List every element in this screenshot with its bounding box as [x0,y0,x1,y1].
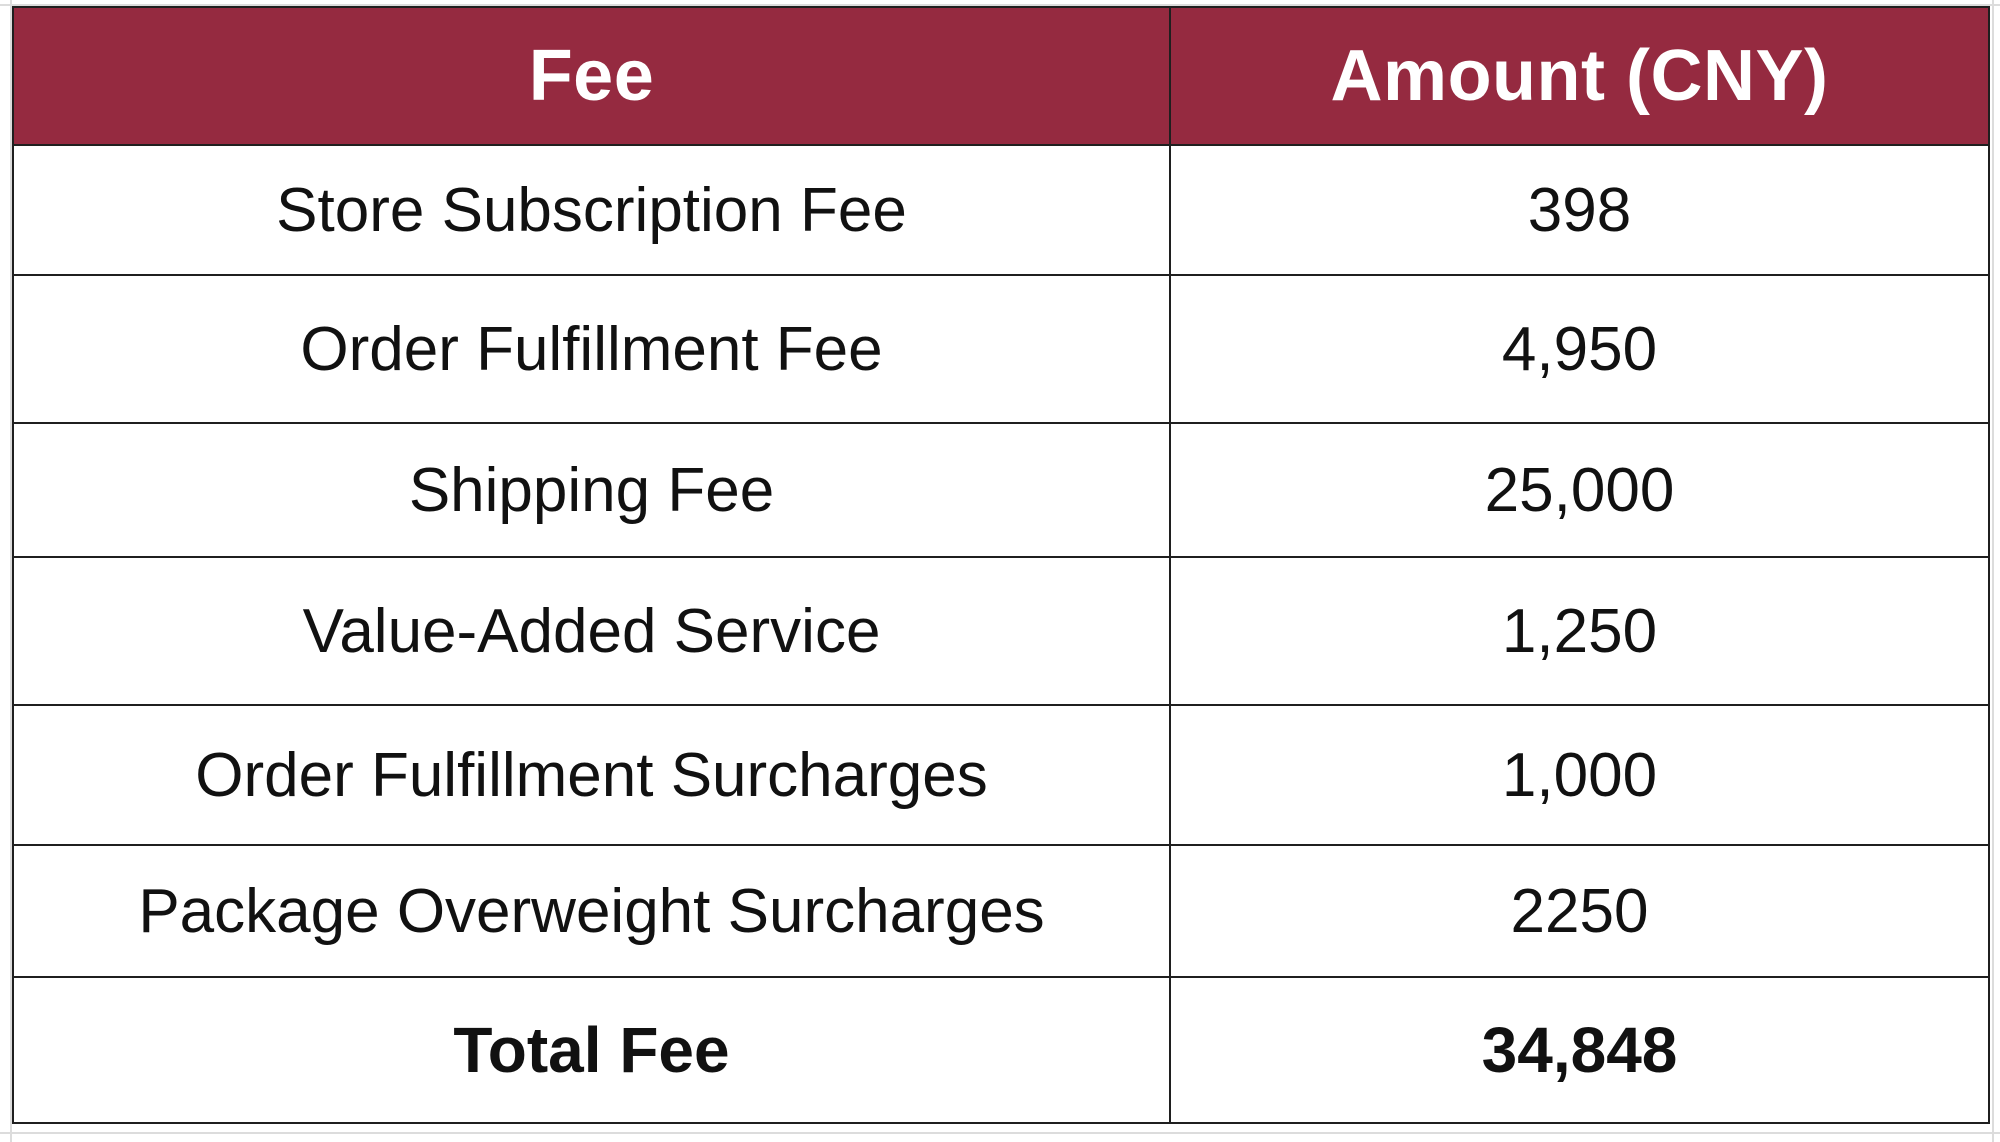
amount-cell[interactable]: 25,000 [1169,422,1990,558]
amount-cell[interactable]: 2250 [1169,844,1990,978]
fee-cell[interactable]: Order Fulfillment Fee [12,274,1171,424]
gridline [10,0,12,1142]
header-cell-fee[interactable]: Fee [12,6,1171,146]
amount-cell[interactable]: 1,250 [1169,556,1990,706]
amount-cell[interactable]: 4,950 [1169,274,1990,424]
table-row: Shipping Fee 25,000 [12,422,1990,558]
amount-cell[interactable]: 398 [1169,144,1990,276]
table-row: Order Fulfillment Fee 4,950 [12,274,1990,424]
total-label-cell[interactable]: Total Fee [12,976,1171,1124]
total-amount-cell[interactable]: 34,848 [1169,976,1990,1124]
gridline [1992,0,1994,1142]
fee-cell[interactable]: Value-Added Service [12,556,1171,706]
header-cell-amount[interactable]: Amount (CNY) [1169,6,1990,146]
total-row: Total Fee 34,848 [12,976,1990,1124]
fee-cell[interactable]: Order Fulfillment Surcharges [12,704,1171,846]
header-row: Fee Amount (CNY) [12,6,1990,146]
fee-cell[interactable]: Shipping Fee [12,422,1171,558]
gridline [0,1132,2000,1134]
amount-cell[interactable]: 1,000 [1169,704,1990,846]
gridline [0,4,2000,6]
table-row: Value-Added Service 1,250 [12,556,1990,706]
table-row: Store Subscription Fee 398 [12,144,1990,276]
fee-table: Fee Amount (CNY) Store Subscription Fee … [12,6,1990,1124]
fee-cell[interactable]: Package Overweight Surcharges [12,844,1171,978]
table-row: Order Fulfillment Surcharges 1,000 [12,704,1990,846]
table-row: Package Overweight Surcharges 2250 [12,844,1990,978]
fee-cell[interactable]: Store Subscription Fee [12,144,1171,276]
